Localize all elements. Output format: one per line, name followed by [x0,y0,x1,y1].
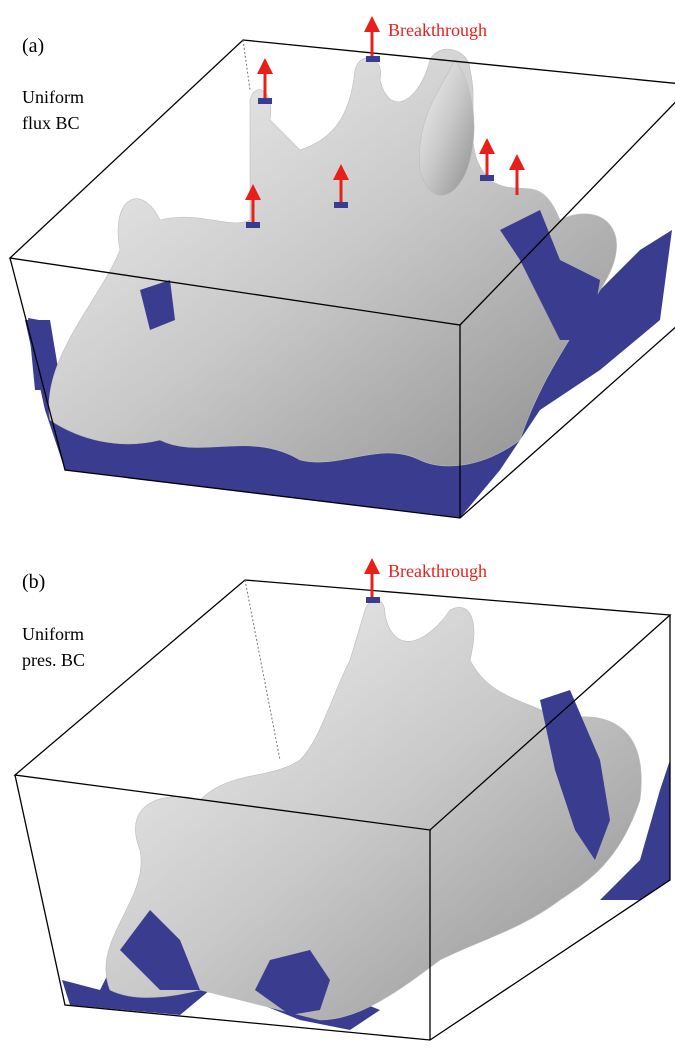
figure: (a) Uniform flux BC Breakthrough (b) Uni… [0,0,675,1050]
caption-line: Uniform [22,87,84,107]
panel-label: (b) [22,571,45,593]
annotation: Breakthrough [388,561,487,581]
caption-line: Uniform [22,624,84,644]
annotation: Breakthrough [388,20,487,40]
panel-a: (a) Uniform flux BC Breakthrough [10,16,675,518]
box-hidden-edge [245,580,280,760]
panel-label: (a) [22,35,44,57]
box-hidden-edge [243,40,250,90]
side-patch [28,318,50,390]
caption-line: flux BC [22,113,80,133]
caption-line: pres. BC [22,650,85,670]
breakthrough-arrows [364,558,380,603]
panel-b: (b) Uniform pres. BC Breakthrough [15,558,670,1040]
